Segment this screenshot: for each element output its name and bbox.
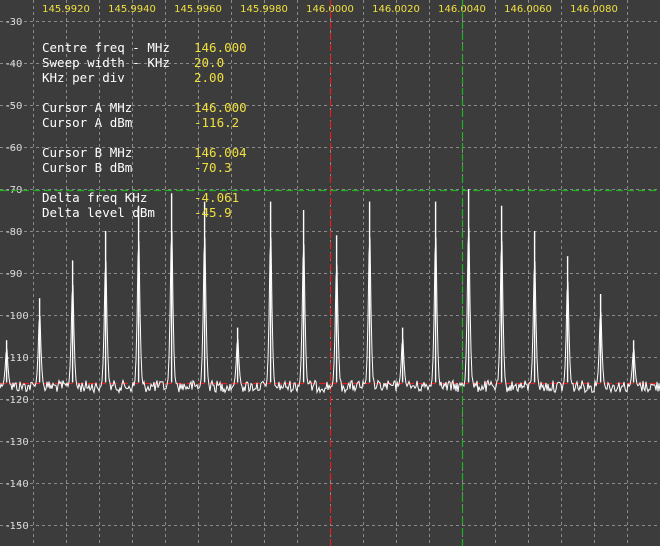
cursor-b-mhz-value: 146.004 xyxy=(194,145,247,160)
sweep-width-label: Sweep width - KHz xyxy=(42,55,170,70)
x-tick-label: 145.9940 xyxy=(108,4,156,15)
delta-freq-value: -4.061 xyxy=(194,190,240,205)
y-tick-label: -50 xyxy=(6,101,22,112)
y-tick-label: -80 xyxy=(6,227,22,238)
measurement-readout: Centre freq - MHz 146.000 Sweep width - K… xyxy=(42,40,247,220)
cursor-b-dbm-value: -70.3 xyxy=(194,160,232,175)
y-tick-labels: -30-40-50-60-70-80-90-100-110-120-130-14… xyxy=(6,17,29,532)
y-tick-label: -60 xyxy=(6,143,22,154)
delta-level-value: -45.9 xyxy=(194,205,232,220)
x-tick-label: 146.0020 xyxy=(372,4,420,15)
x-tick-label: 146.0060 xyxy=(504,4,552,15)
y-tick-label: -40 xyxy=(6,59,22,70)
centre-freq-row: Centre freq - MHz 146.000 xyxy=(42,40,247,55)
cursor-b-mhz-row: Cursor B MHz 146.004 xyxy=(42,145,247,160)
x-tick-labels: 145.9920 145.9940 145.9960 145.9980 146.0000… xyxy=(42,4,618,15)
khz-per-div-value: 2.00 xyxy=(194,70,225,85)
y-tick-label: -90 xyxy=(6,269,22,280)
x-tick-label: 146.0080 xyxy=(570,4,618,15)
cursor-b-mhz-label: Cursor B MHz xyxy=(42,145,133,160)
y-tick-label: -100 xyxy=(6,311,29,322)
sweep-width-row: Sweep width - KHz 20.0 xyxy=(42,55,247,70)
centre-freq-label: Centre freq - MHz xyxy=(42,40,170,55)
x-tick-label: 145.9980 xyxy=(240,4,288,15)
x-tick-label: 146.0040 xyxy=(438,4,486,15)
cursor-a-mhz-value: 146.000 xyxy=(194,100,247,115)
y-tick-label: -140 xyxy=(6,479,29,490)
cursor-b-dbm-row: Cursor B dBm -70.3 xyxy=(42,160,247,175)
x-tick-label: 146.0000 xyxy=(306,4,354,15)
peak-markers xyxy=(5,189,635,383)
delta-freq-label: Delta freq KHz xyxy=(42,190,148,205)
cursor-a-mhz-row: Cursor A MHz 146.000 xyxy=(42,100,247,115)
y-tick-label: -30 xyxy=(6,17,22,28)
delta-freq-row: Delta freq KHz -4.061 xyxy=(42,190,247,205)
sweep-width-value: 20.0 xyxy=(194,55,225,70)
y-tick-label: -110 xyxy=(6,353,29,364)
cursor-a-mhz-label: Cursor A MHz xyxy=(42,100,133,115)
y-tick-label: -130 xyxy=(6,437,29,448)
spectrum-trace xyxy=(0,227,660,395)
y-tick-label: -120 xyxy=(6,395,29,406)
khz-per-div-label: KHz per div xyxy=(42,70,125,85)
y-tick-label: -150 xyxy=(6,521,29,532)
centre-freq-value: 146.000 xyxy=(194,40,247,55)
delta-level-row: Delta level dBm -45.9 xyxy=(42,205,247,220)
cursor-a-dbm-label: Cursor A dBm xyxy=(42,115,133,130)
x-tick-label: 145.9960 xyxy=(174,4,222,15)
x-tick-label: 145.9920 xyxy=(42,4,90,15)
cursor-b-dbm-label: Cursor B dBm xyxy=(42,160,133,175)
khz-per-div-row: KHz per div 2.00 xyxy=(42,70,247,85)
delta-level-label: Delta level dBm xyxy=(42,205,155,220)
cursor-a-dbm-value: -116.2 xyxy=(194,115,240,130)
cursor-a-dbm-row: Cursor A dBm -116.2 xyxy=(42,115,247,130)
